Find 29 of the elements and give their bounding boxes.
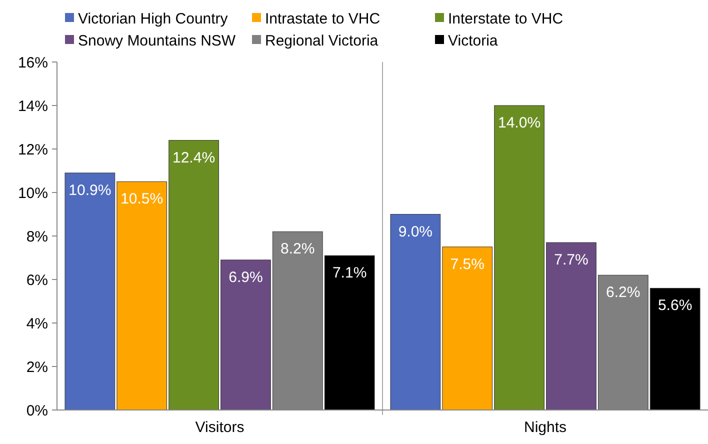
data-label: 14.0% (498, 114, 541, 132)
y-tick-label: 6% (26, 272, 48, 289)
y-tick-label: 16% (18, 54, 48, 72)
x-tick-label: Nights (524, 419, 567, 436)
legend-label: Snowy Mountains NSW (78, 32, 236, 50)
legend-label: Victoria (448, 32, 498, 50)
legend-label: Victorian High Country (78, 10, 228, 28)
data-label: 8.2% (280, 240, 315, 258)
data-label: 7.7% (554, 252, 588, 269)
y-tick-label: 0% (26, 402, 48, 420)
y-tick-label: 10% (18, 184, 48, 202)
data-label: 10.5% (120, 190, 164, 208)
data-label: 9.0% (398, 223, 433, 240)
x-tick-label: Visitors (195, 419, 244, 436)
data-label: 7.5% (450, 256, 484, 273)
y-tick-label: 8% (26, 228, 48, 246)
data-label: 12.4% (172, 149, 216, 166)
data-label: 7.1% (332, 264, 367, 282)
y-tick-label: 4% (26, 315, 48, 332)
data-label: 5.6% (658, 297, 692, 314)
data-label: 10.9% (68, 182, 112, 199)
data-label: 6.9% (228, 268, 263, 286)
legend-label: Regional Victoria (265, 32, 379, 50)
y-tick-label: 2% (26, 358, 48, 376)
y-tick-label: 12% (18, 141, 48, 158)
data-label: 6.2% (606, 284, 640, 302)
y-tick-label: 14% (18, 98, 48, 115)
legend-label: Interstate to VHC (448, 10, 564, 28)
legend-label: Intrastate to VHC (265, 10, 380, 28)
